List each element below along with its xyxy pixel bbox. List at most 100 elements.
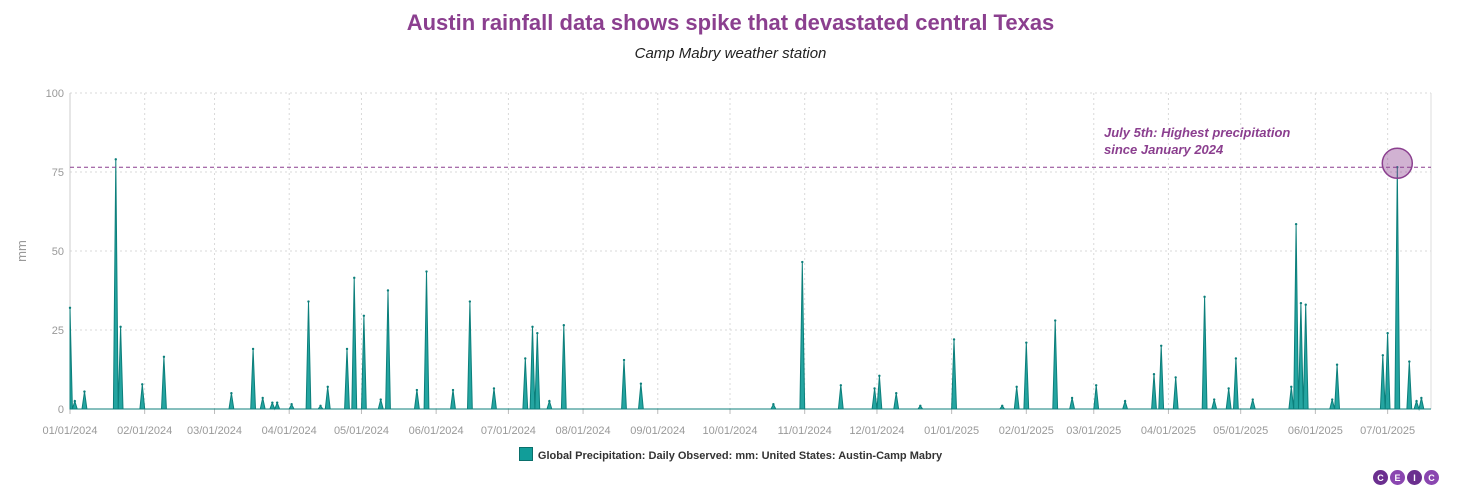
data-point — [895, 392, 898, 395]
data-point — [1408, 360, 1411, 363]
y-tick-label: 25 — [52, 325, 64, 337]
x-tick-label: 05/01/2025 — [1213, 425, 1268, 437]
x-tick-label: 02/01/2025 — [999, 425, 1054, 437]
annotation-text: since January 2024 — [1104, 142, 1224, 157]
data-point — [1294, 222, 1298, 226]
x-tick-label: 02/01/2024 — [117, 425, 172, 437]
data-point — [1420, 396, 1423, 400]
x-tick-label: 03/01/2025 — [1066, 425, 1121, 437]
data-point — [878, 374, 881, 378]
data-point — [425, 270, 428, 273]
data-point — [1396, 166, 1399, 169]
data-point — [468, 300, 472, 303]
highlight-marker — [1381, 147, 1414, 180]
data-point — [1335, 363, 1339, 366]
data-point — [839, 384, 843, 387]
data-point — [1203, 295, 1206, 299]
data-point — [1070, 396, 1074, 400]
data-point — [1386, 331, 1389, 335]
y-tick-label: 50 — [52, 246, 64, 258]
data-point — [1381, 354, 1385, 357]
data-point — [1299, 301, 1303, 305]
data-point — [119, 325, 122, 329]
x-tick-label: 09/01/2024 — [630, 425, 685, 437]
data-point — [1234, 357, 1238, 360]
data-point — [873, 387, 876, 390]
x-tick-label: 10/01/2024 — [702, 425, 757, 437]
x-tick-label: 04/01/2025 — [1141, 425, 1196, 437]
data-point — [162, 355, 166, 359]
y-axis-label: mm — [14, 240, 29, 262]
data-point — [1015, 385, 1018, 389]
annotation-text: July 5th: Highest precipitation — [1104, 125, 1290, 140]
x-tick-label: 06/01/2025 — [1288, 425, 1343, 437]
data-point — [251, 347, 255, 351]
data-point — [772, 403, 775, 406]
y-tick-label: 0 — [58, 404, 64, 416]
data-point — [952, 338, 956, 341]
data-point — [290, 403, 293, 406]
data-point — [1304, 303, 1307, 306]
data-point — [114, 158, 117, 161]
data-point — [68, 306, 72, 310]
data-point — [1251, 398, 1254, 401]
data-point — [319, 404, 322, 408]
data-point — [562, 324, 566, 327]
data-point — [531, 325, 534, 329]
data-point — [1001, 404, 1004, 408]
x-tick-label: 12/01/2024 — [849, 425, 904, 437]
logo-letter: C — [1373, 470, 1388, 485]
data-point — [307, 300, 310, 303]
x-tick-label: 06/01/2024 — [409, 425, 464, 437]
series-area — [69, 159, 1431, 411]
data-point — [1290, 385, 1293, 389]
data-point — [73, 399, 77, 403]
data-point — [524, 357, 527, 360]
x-tick-label: 11/01/2024 — [778, 425, 832, 437]
legend-swatch — [518, 447, 533, 461]
x-tick-label: 04/01/2024 — [262, 425, 317, 437]
data-point — [379, 398, 382, 401]
data-point — [1415, 399, 1418, 403]
data-point — [622, 358, 626, 362]
data-point — [1123, 399, 1127, 403]
chart-title: Austin rainfall data shows spike that de… — [406, 10, 1055, 35]
data-point — [230, 392, 233, 395]
data-point — [1174, 376, 1177, 379]
data-point — [141, 383, 144, 386]
logo-letter: E — [1390, 470, 1405, 485]
data-point — [1331, 398, 1334, 401]
data-point — [415, 388, 419, 392]
data-point — [326, 385, 329, 389]
x-tick-label: 07/01/2024 — [481, 425, 536, 437]
data-point — [801, 260, 804, 264]
data-point — [548, 399, 551, 403]
data-point — [492, 387, 496, 390]
data-point — [353, 276, 356, 280]
y-tick-label: 100 — [46, 88, 64, 100]
x-tick-label: 01/01/2025 — [924, 425, 979, 437]
data-point — [1160, 344, 1163, 347]
data-point — [451, 388, 455, 392]
y-tick-label: 75 — [52, 167, 64, 179]
logo-letter: I — [1407, 470, 1422, 485]
data-point — [1227, 387, 1230, 390]
data-point — [919, 404, 922, 408]
chart-legend: Global Precipitation: Daily Observed: mm… — [0, 447, 1461, 462]
data-point — [1152, 373, 1156, 376]
x-tick-label: 05/01/2024 — [334, 425, 389, 437]
data-point — [386, 289, 390, 292]
data-point — [1025, 341, 1028, 344]
data-point — [261, 396, 264, 400]
x-tick-label: 08/01/2024 — [556, 425, 611, 437]
x-tick-label: 07/01/2025 — [1360, 425, 1415, 437]
x-tick-label: 03/01/2024 — [187, 425, 242, 437]
data-point — [639, 382, 643, 385]
data-point — [271, 401, 274, 404]
legend-label: Global Precipitation: Daily Observed: mm… — [537, 450, 943, 462]
ceic-logo: C E I C — [1373, 470, 1439, 485]
data-point — [345, 347, 349, 351]
data-point — [1213, 398, 1216, 401]
data-point — [362, 314, 366, 317]
logo-letter: C — [1424, 470, 1439, 485]
